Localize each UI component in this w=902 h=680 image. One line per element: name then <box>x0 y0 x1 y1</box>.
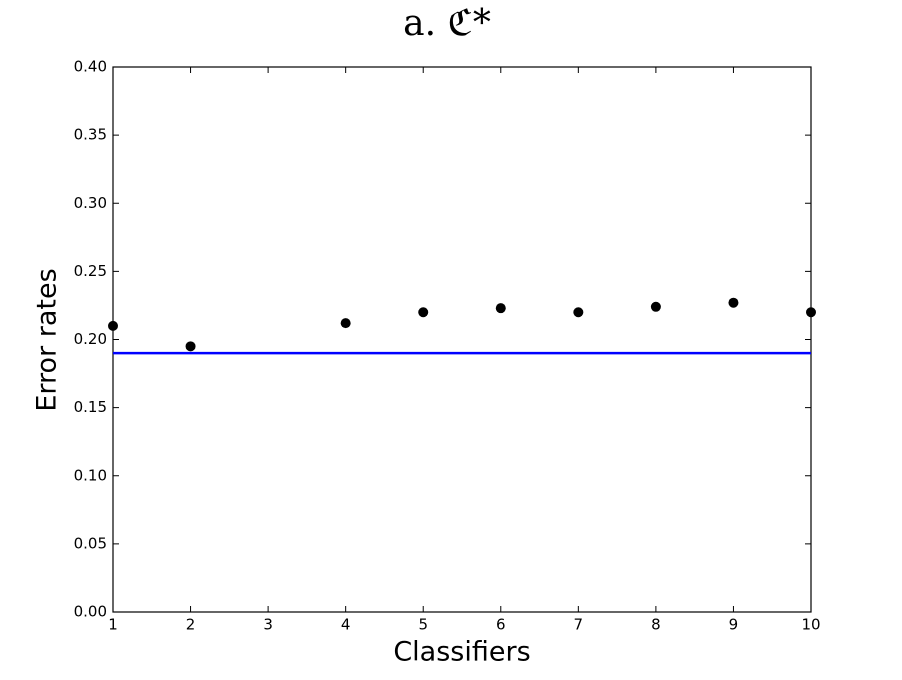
point <box>185 341 196 352</box>
y-tick-label: 0.20 <box>74 330 107 348</box>
point <box>418 307 429 318</box>
point <box>108 320 118 331</box>
point <box>573 307 584 318</box>
point <box>806 307 816 318</box>
y-axis-label: Error rates <box>32 268 63 411</box>
point <box>728 297 739 308</box>
chart-title: a. ℭ* <box>403 3 491 44</box>
point <box>340 318 351 329</box>
y-tick-label: 0.10 <box>74 466 107 484</box>
y-tick-label: 0.15 <box>74 398 107 416</box>
y-tick-label: 0.40 <box>74 58 107 76</box>
x-tick-label: 1 <box>108 616 118 634</box>
x-tick-label: 3 <box>263 616 273 634</box>
y-tick-label: 0.00 <box>74 603 107 621</box>
point <box>650 301 661 312</box>
plot-frame <box>112 66 812 613</box>
x-tick-label: 7 <box>574 616 584 634</box>
y-tick-label: 0.25 <box>74 262 107 280</box>
x-tick-label: 4 <box>341 616 351 634</box>
x-tick-label: 6 <box>496 616 506 634</box>
y-tick-label: 0.30 <box>74 194 107 212</box>
x-tick-label: 8 <box>651 616 661 634</box>
x-tick-label: 9 <box>729 616 739 634</box>
x-axis-label: Classifiers <box>393 637 530 668</box>
y-tick-label: 0.05 <box>74 534 107 552</box>
x-tick-label: 10 <box>801 616 820 634</box>
point <box>495 303 506 314</box>
y-tick-label: 0.35 <box>74 126 107 144</box>
x-tick-label: 2 <box>186 616 196 634</box>
x-tick-label: 5 <box>418 616 428 634</box>
